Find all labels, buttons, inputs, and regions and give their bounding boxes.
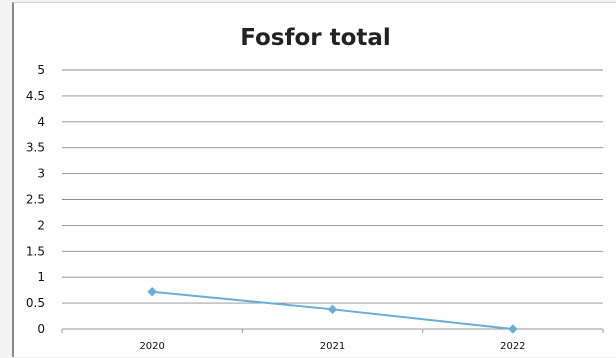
chart-frame: Fosfor total <box>12 2 616 357</box>
y-tick-label: 2.5 <box>26 193 45 207</box>
x-tick-label: 2022 <box>500 341 525 352</box>
x-tick-label: 2021 <box>320 341 345 352</box>
y-tick-label: 0 <box>37 322 45 336</box>
y-tick-label: 4.5 <box>26 89 45 103</box>
y-tick-label: 3 <box>37 167 45 181</box>
grid-layer <box>62 69 603 304</box>
x-tick-labels: 2020 2021 2022 <box>139 341 525 352</box>
data-point <box>327 304 338 315</box>
y-tick-label: 2 <box>37 218 45 232</box>
y-tick-label: 3.5 <box>26 141 45 155</box>
data-point <box>507 324 518 334</box>
chart-title: Fosfor total <box>240 25 391 51</box>
y-tick-label: 5 <box>37 63 45 77</box>
axis-layer <box>61 328 604 333</box>
y-tick-label: 1.5 <box>26 244 45 258</box>
y-tick-label: 0.5 <box>26 296 45 310</box>
y-tick-label: 1 <box>37 270 45 284</box>
data-point <box>147 286 158 297</box>
x-tick-label: 2020 <box>139 341 164 352</box>
series-layer <box>147 286 518 334</box>
y-tick-labels: 0 0.5 1 1.5 2 2.5 3 3.5 4 4.5 5 <box>26 63 45 336</box>
y-tick-label: 4 <box>37 115 45 129</box>
